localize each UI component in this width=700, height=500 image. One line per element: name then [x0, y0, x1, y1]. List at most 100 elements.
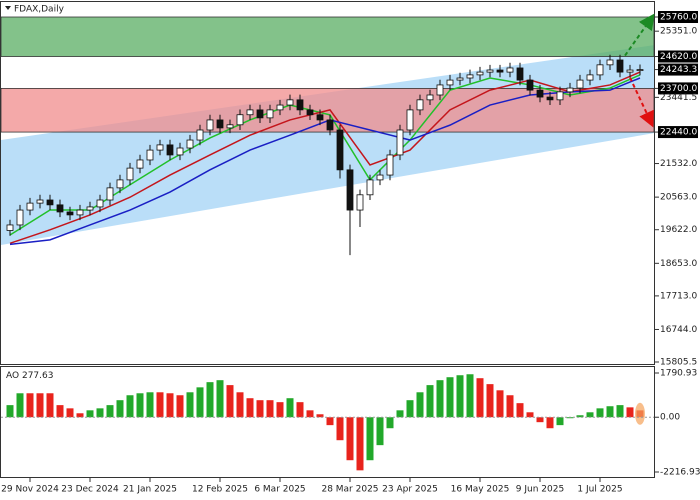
x-tick-label: 1 Jul 2025 [577, 485, 622, 495]
ao-bar [296, 402, 304, 418]
axes: 25760.0 25351.0 24620.0 24243.3 23700.023441… [1, 11, 700, 495]
ao-bar [476, 378, 484, 418]
ao-bar [76, 413, 84, 418]
ao-bar [236, 392, 244, 418]
candle-body [476, 71, 484, 76]
ao-bar [136, 393, 144, 418]
y-tick-label: 20563.0 [660, 193, 697, 203]
candle-body [576, 79, 584, 89]
candle-body [226, 124, 234, 129]
x-tick-label: 29 Nov 2024 [1, 485, 59, 495]
y-tick-label: 23441.5 [660, 93, 697, 103]
candle-body [296, 99, 304, 111]
y-tick-label: 21532.0 [660, 159, 697, 169]
candle-body [136, 159, 144, 169]
moving-average [9, 71, 641, 245]
candle-body [86, 206, 94, 211]
ao-bar [146, 392, 154, 418]
ao-bar [366, 417, 374, 461]
y-tick-highlight [658, 11, 698, 24]
ao-bar [556, 417, 564, 426]
ao-bar [106, 405, 114, 418]
ao-bar [196, 387, 204, 418]
ao-bar [586, 412, 594, 418]
ao-bar [316, 414, 324, 418]
y-tick-label: 25760.0 [660, 13, 697, 23]
ao-bar [386, 417, 394, 429]
candle-body [386, 154, 394, 176]
candle-body [66, 211, 74, 216]
ao-y-tick-label: -2216.93 [660, 467, 700, 477]
candle-body [106, 187, 114, 201]
candle-body [596, 64, 604, 76]
candle-body [546, 96, 554, 101]
y-tick-highlight [658, 126, 698, 139]
candle-body [466, 74, 474, 79]
ao-bar [256, 400, 264, 418]
candle-body [26, 202, 34, 211]
ao-bar [16, 393, 24, 418]
x-tick-label: 9 Jun 2025 [516, 485, 564, 495]
y-tick-label: 22440.0 [660, 128, 697, 138]
ao-y-tick-label: 0.00 [660, 413, 680, 423]
ao-bar [466, 374, 474, 418]
ao-bar [186, 392, 194, 418]
chart-title: FDAX,Daily [14, 5, 65, 15]
candle-body [146, 149, 154, 161]
ao-bar [626, 407, 634, 418]
candle-body [266, 109, 274, 119]
candle-body [586, 74, 594, 81]
y-tick-label: 24243.3 [660, 65, 697, 75]
ao-bar [596, 408, 604, 418]
candle-body [336, 129, 344, 171]
ao-bar [56, 405, 64, 418]
ao-bar [116, 400, 124, 418]
candle-body [36, 199, 44, 204]
y-tick-label: 24620.0 [660, 52, 697, 62]
candle-body [456, 77, 464, 81]
candle-body [246, 109, 254, 116]
candle-body [216, 119, 224, 129]
ao-bar [176, 395, 184, 418]
ao-bar [416, 392, 424, 418]
candle-body [426, 94, 434, 101]
candle-body [276, 104, 284, 111]
ao-bar [496, 390, 504, 418]
ao-bar [36, 393, 44, 418]
y-tick-label: 17713.0 [660, 291, 697, 301]
x-tick-label: 12 Feb 2025 [192, 485, 248, 495]
ao-bar [426, 385, 434, 418]
y-tick-label: 19622.0 [660, 225, 697, 235]
ao-bar [126, 395, 134, 418]
candle-body [326, 119, 334, 131]
candle-body [496, 69, 504, 73]
x-tick-label: 6 Mar 2025 [254, 485, 305, 495]
ao-name: AO [6, 371, 19, 381]
x-tick-label: 23 Apr 2025 [382, 485, 438, 495]
ao-bar [246, 398, 254, 418]
candle-body [316, 114, 324, 121]
ao-last-highlight [635, 402, 645, 425]
candle-body [376, 174, 384, 181]
ao-bar [546, 417, 554, 429]
candle-body [166, 144, 174, 156]
main-plot [0, 13, 655, 256]
candle-body [506, 67, 514, 73]
ao-label: AO 277.63 [6, 371, 53, 381]
x-tick-label: 23 Dec 2024 [61, 485, 119, 495]
ao-bar [336, 417, 344, 441]
ao-bar [616, 405, 624, 418]
candle-body [346, 169, 354, 211]
candle-body [626, 69, 634, 73]
ao-bar [276, 402, 284, 418]
candle-body [56, 204, 64, 213]
ao-bar [396, 410, 404, 418]
ao-y-tick-label: 1790.93 [660, 368, 697, 378]
candle-body [116, 179, 124, 189]
candle-body [616, 59, 624, 73]
candle-body [156, 144, 164, 151]
y-tick-label: 18653.0 [660, 259, 697, 269]
candle-body [256, 109, 264, 119]
ao-bar [486, 384, 494, 418]
y-tick-highlight [658, 50, 698, 63]
